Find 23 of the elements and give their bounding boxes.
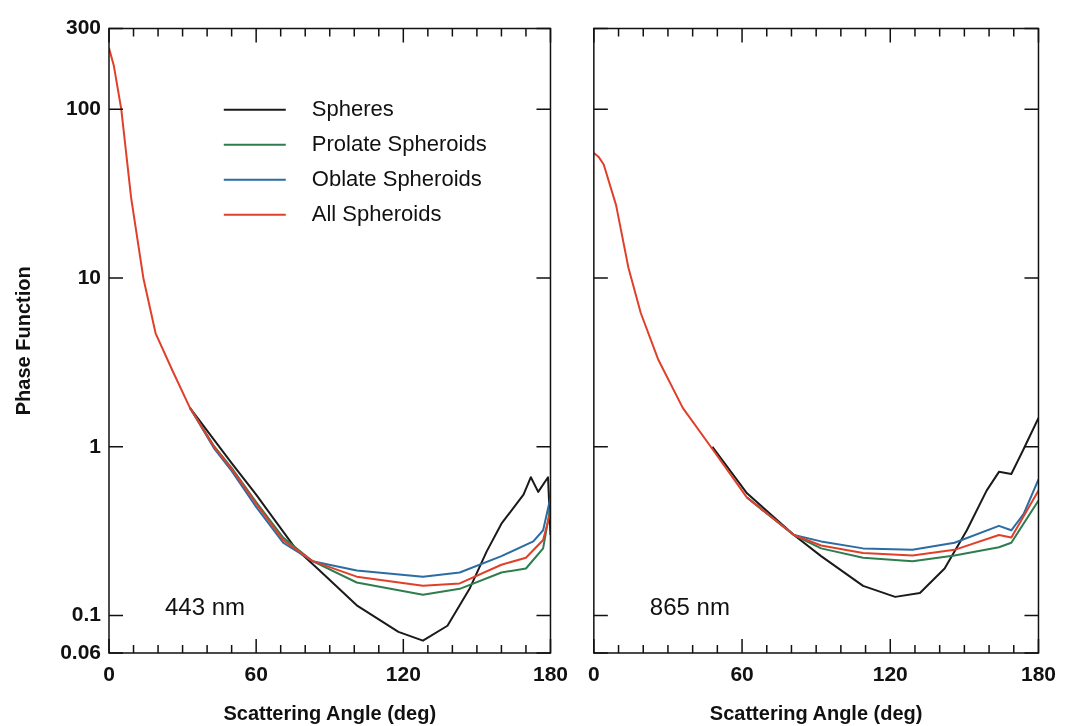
y-tick-label: 0.1: [71, 602, 102, 626]
x-tick-label: 180: [1020, 662, 1056, 686]
y-axis-title: Phase Function: [11, 266, 34, 416]
y-tick-label: 1: [89, 433, 102, 457]
legend-label: All Spheroids: [311, 200, 442, 226]
x-axis-title: Scattering Angle (deg): [709, 701, 923, 724]
x-tick-label: 120: [385, 662, 421, 686]
y-tick-label: 10: [77, 264, 101, 288]
y-tick-label: 300: [65, 15, 101, 39]
annotation: 443 nm: [165, 593, 246, 620]
legend-label: Spheres: [311, 95, 394, 121]
x-tick-label: 0: [588, 662, 600, 686]
legend-label: Prolate Spheroids: [311, 130, 487, 156]
x-axis-title: Scattering Angle (deg): [223, 701, 437, 724]
x-tick-label: 180: [532, 662, 568, 686]
legend-label: Oblate Spheroids: [311, 165, 482, 191]
x-tick-label: 60: [244, 662, 268, 686]
x-tick-label: 60: [730, 662, 754, 686]
x-tick-label: 0: [103, 662, 115, 686]
x-tick-label: 120: [872, 662, 908, 686]
y-tick-label: 0.06: [60, 639, 101, 663]
annotation: 865 nm: [649, 593, 730, 620]
y-tick-label: 100: [65, 95, 101, 119]
